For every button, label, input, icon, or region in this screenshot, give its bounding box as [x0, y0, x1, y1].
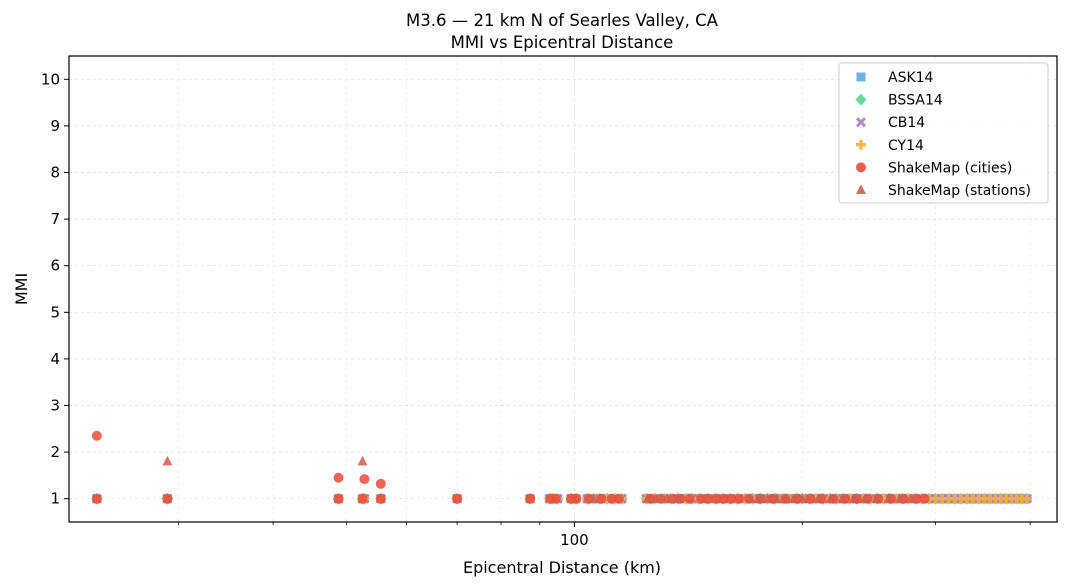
shakemap-cities-point	[805, 493, 816, 504]
shakemap-stations-point	[813, 493, 824, 503]
shakemap-cities-point	[725, 493, 736, 504]
shakemap-cities-point	[550, 493, 561, 504]
shakemap-stations-point	[871, 493, 882, 503]
shakemap-cities-point	[91, 493, 102, 504]
shakemap-cities-point	[375, 478, 386, 489]
y-axis-title: MMI	[12, 273, 31, 305]
shakemap-cities-point	[606, 493, 617, 504]
shakemap-stations-point	[588, 493, 599, 503]
shakemap-stations-point	[825, 493, 836, 503]
shakemap-cities-point	[571, 493, 582, 504]
shakemap-stations-point	[162, 455, 173, 466]
legend-label: ShakeMap (cities)	[888, 160, 1012, 176]
shakemap-stations-point	[357, 455, 368, 466]
shakemap-cities-point	[919, 493, 930, 504]
shakemap-stations-point	[883, 493, 894, 503]
shakemap-cities-point	[734, 493, 745, 504]
shakemap-stations-point	[837, 493, 848, 503]
shakemap-cities-point	[375, 493, 386, 504]
shakemap-cities-point	[596, 493, 607, 504]
legend-box	[838, 62, 1049, 204]
shakemap-cities-point	[91, 430, 102, 441]
y-tick-label: 2	[50, 443, 60, 461]
legend-label: CY14	[888, 138, 924, 154]
shakemap-cities-point	[357, 493, 368, 504]
chart-title: M3.6 — 21 km N of Searles Valley, CA	[406, 11, 719, 30]
shakemap-cities-point	[702, 493, 713, 504]
chart-subtitle: MMI vs Epicentral Distance	[451, 33, 674, 52]
shakemap-stations-point	[650, 493, 661, 503]
legend-marker	[856, 139, 866, 150]
shakemap-stations-point	[642, 493, 653, 503]
y-tick-label: 5	[50, 303, 60, 321]
y-axis: 1 2 3 4 5 6 7 8 9 10	[41, 70, 69, 508]
plot-frame	[68, 55, 1058, 523]
shakemap-cities-point	[711, 493, 722, 504]
shakemap-cities-point	[452, 493, 463, 504]
legend-marker	[855, 93, 867, 106]
legend-marker	[856, 184, 866, 194]
y-tick-label: 7	[50, 210, 60, 228]
y-tick-label: 8	[50, 164, 60, 182]
legend-marker	[856, 72, 866, 82]
cy14-point	[1021, 493, 1032, 504]
shakemap-cities-point	[333, 472, 344, 483]
legend-label: CB14	[888, 115, 925, 131]
y-tick-label: 4	[50, 350, 60, 368]
legend-label: ASK14	[888, 70, 934, 86]
shakemap-stations-point	[771, 493, 782, 503]
y-tick-label: 10	[41, 70, 60, 88]
shakemap-stations-point	[905, 493, 916, 503]
y-tick-label: 9	[50, 117, 60, 135]
shakemap-stations-point	[661, 493, 672, 503]
legend-label: BSSA14	[888, 93, 943, 109]
shakemap-cities-point	[613, 493, 624, 504]
legend: ASK14 BSSA14 CB14 CY14 ShakeMap (cities) Shak…	[838, 62, 1049, 204]
shakemap-stations-point	[894, 493, 905, 503]
shakemap-cities-point	[359, 474, 370, 485]
y-tick-label: 3	[50, 397, 60, 415]
x-axis-title: Epicentral Distance (km)	[463, 558, 661, 577]
shakemap-stations-point	[797, 493, 808, 503]
shakemap-cities-point	[333, 493, 344, 504]
x-axis: 100	[178, 522, 1031, 549]
shakemap-cities-point	[162, 493, 173, 504]
legend-label: ShakeMap (stations)	[888, 183, 1031, 199]
data-points	[91, 430, 1033, 505]
shakemap-stations-point	[788, 493, 799, 503]
legend-marker	[856, 162, 866, 173]
shakemap-cities-point	[525, 493, 536, 504]
y-tick-label: 1	[50, 490, 60, 508]
shakemap-stations-point	[848, 493, 859, 503]
shakemap-stations-point	[745, 493, 756, 503]
x-tick-label: 100	[560, 531, 589, 549]
shakemap-stations-point	[762, 493, 773, 503]
y-tick-label: 6	[50, 257, 60, 275]
shakemap-cities-point	[684, 493, 695, 504]
shakemap-stations-point	[672, 493, 683, 503]
shakemap-cities-point	[718, 493, 729, 504]
shakemap-stations-point	[753, 493, 764, 503]
shakemap-stations-point	[780, 493, 791, 503]
shakemap-stations-point	[859, 493, 870, 503]
legend-marker	[855, 117, 867, 128]
